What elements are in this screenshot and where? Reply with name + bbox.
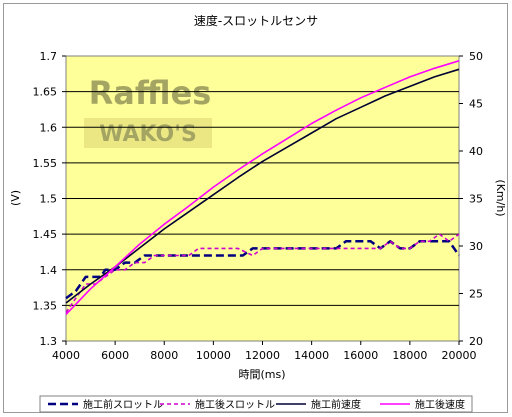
right-tick-label: 50 xyxy=(469,50,483,63)
right-tick-label: 30 xyxy=(469,240,483,253)
right-axis-label: (Km/h) xyxy=(494,179,507,216)
series-line-4 xyxy=(65,60,460,315)
watermark-wakos: WAKO'S xyxy=(99,122,197,147)
right-tick-label: 35 xyxy=(469,193,483,206)
series-layer xyxy=(65,60,461,315)
legend-label-4: 施工後速度 xyxy=(415,398,465,411)
left-tick-label: 1.4 xyxy=(40,264,58,277)
x-tick-label: 8000 xyxy=(150,349,178,362)
legend-box xyxy=(39,395,473,413)
left-tick-label: 1.3 xyxy=(40,335,58,348)
legend-label-1: 施工前スロットル xyxy=(83,398,163,411)
series-line-3 xyxy=(65,68,460,304)
x-tick-label: 18000 xyxy=(392,349,427,362)
series-line-2 xyxy=(65,233,460,313)
x-tick-label: 4000 xyxy=(52,349,80,362)
watermark-wakos-box xyxy=(84,118,212,148)
left-tick-label: 1.5 xyxy=(40,193,58,206)
legend-label-3: 施工前速度 xyxy=(311,398,361,411)
x-tick-label: 16000 xyxy=(343,349,378,362)
watermark-raffles: Raffles xyxy=(89,74,212,112)
x-tick-label: 12000 xyxy=(245,349,280,362)
x-axis-ticks: 4000 6000 8000 10000 12000 14000 16000 18000 200… xyxy=(52,341,477,362)
right-tick-label: 25 xyxy=(469,288,483,301)
right-tick-label: 20 xyxy=(469,335,483,348)
left-tick-label: 1.65 xyxy=(33,86,58,99)
right-axis-ticks: 20 25 30 35 40 45 50 xyxy=(459,50,483,348)
x-tick-label: 14000 xyxy=(294,349,329,362)
legend: 施工前スロットル 施工後スロットル 施工前速度 施工後速度 xyxy=(39,395,473,413)
left-axis-ticks: 1.3 1.35 1.4 1.45 1.5 1.55 1.6 1.65 1.7 xyxy=(33,50,66,348)
left-tick-label: 1.7 xyxy=(40,50,58,63)
left-tick-label: 1.6 xyxy=(40,121,58,134)
legend-label-2: 施工後スロットル xyxy=(195,398,275,411)
x-tick-label: 10000 xyxy=(196,349,231,362)
raffles-wakos-watermark-logo: Raffles WAKO'S xyxy=(84,74,212,148)
x-tick-label: 20000 xyxy=(442,349,477,362)
left-tick-label: 1.45 xyxy=(33,228,58,241)
gridlines xyxy=(66,91,459,306)
x-tick-label: 6000 xyxy=(101,349,129,362)
left-tick-label: 1.35 xyxy=(33,299,58,312)
x-axis-label: 時間(ms) xyxy=(238,368,285,381)
right-tick-label: 40 xyxy=(469,145,483,158)
right-tick-label: 45 xyxy=(469,98,483,111)
left-axis-label: (V) xyxy=(9,190,22,206)
chart-title: 速度-スロットルセンサ xyxy=(194,13,318,28)
left-tick-label: 1.55 xyxy=(33,157,58,170)
